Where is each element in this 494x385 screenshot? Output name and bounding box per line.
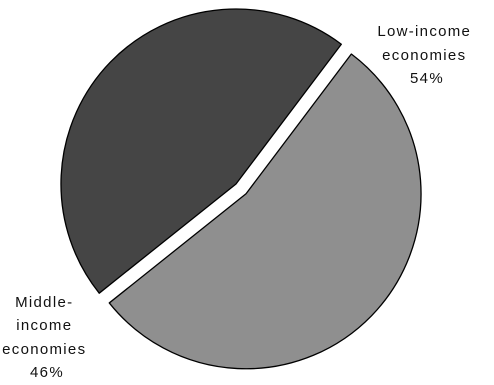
slice-label-low-income: Low-income economies 54%: [377, 23, 476, 87]
slice-middle-income: [60, 8, 342, 294]
slice-label-middle-income: Middle- income economies 46%: [2, 294, 92, 381]
pie-slices: [60, 8, 422, 370]
slice-low-income: [108, 53, 422, 370]
